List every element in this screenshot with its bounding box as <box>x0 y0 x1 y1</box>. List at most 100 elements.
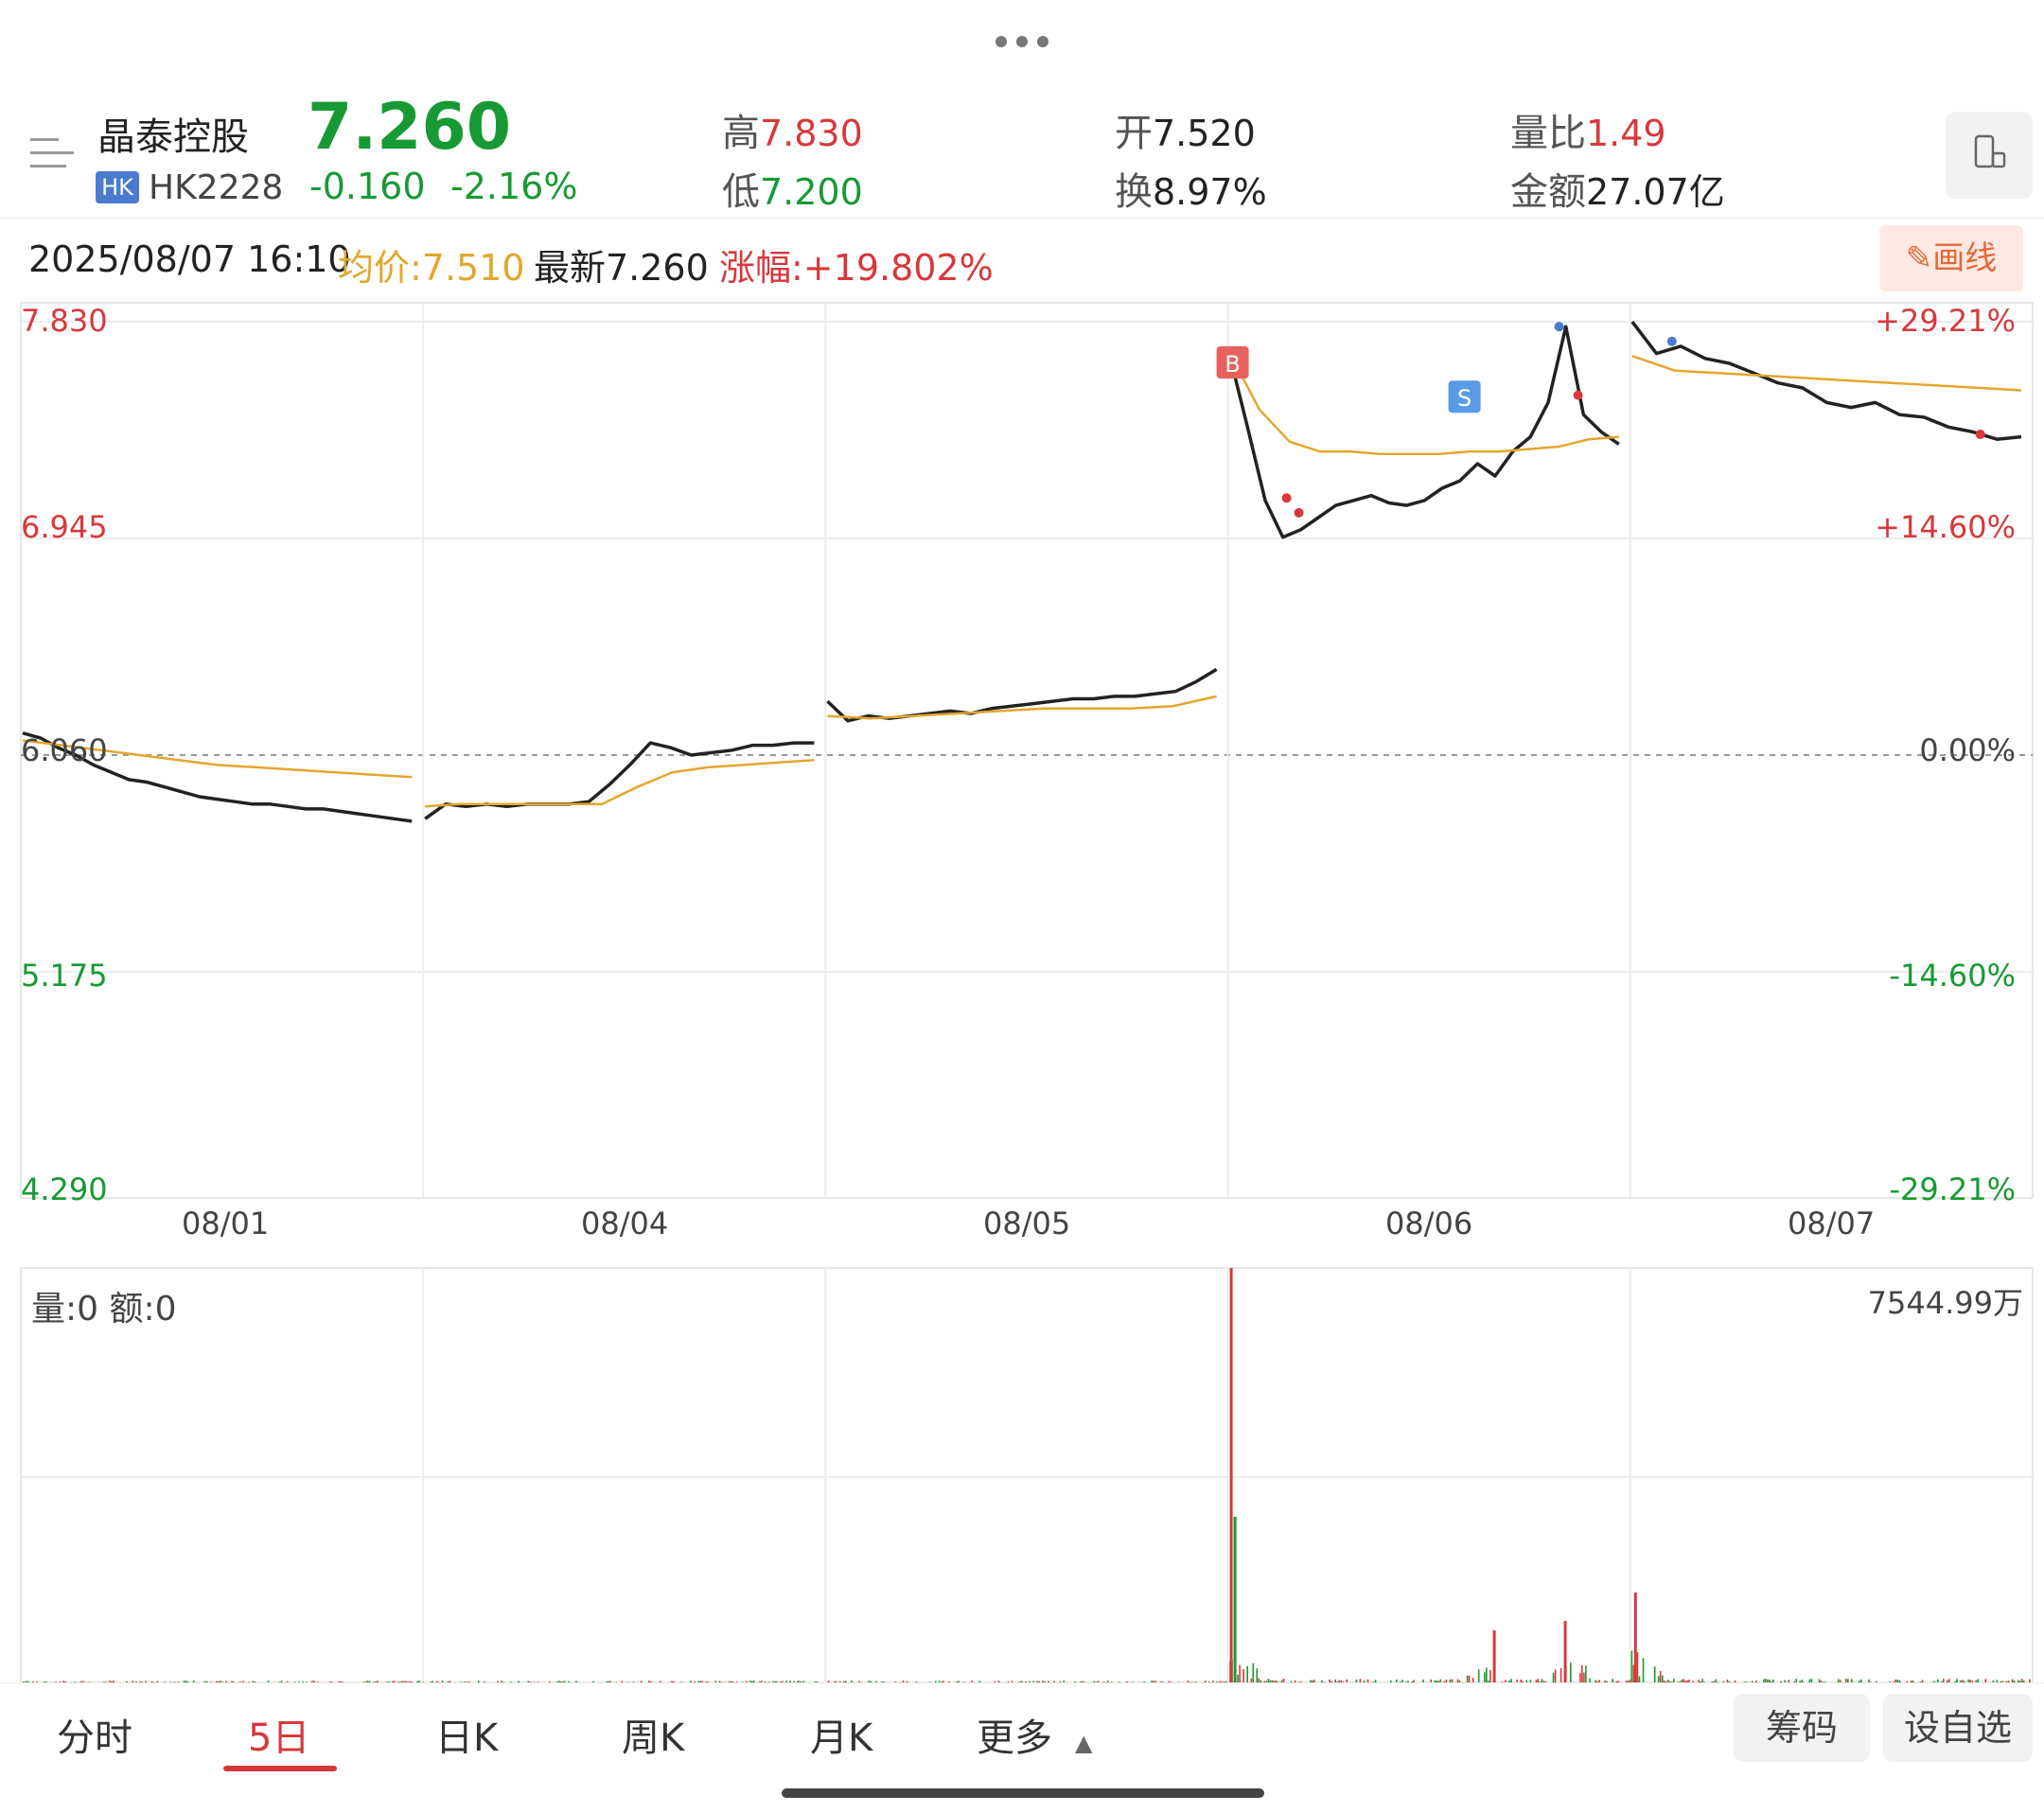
volume-bar <box>1224 1681 1225 1682</box>
volume-bar <box>529 1681 532 1682</box>
volume-bar <box>467 1681 470 1682</box>
volume-bar <box>1595 1680 1596 1682</box>
volume-bar <box>386 1681 388 1682</box>
price-change: -0.160 <box>309 166 426 207</box>
volume-bar <box>44 1681 45 1682</box>
tab-weekly-k[interactable]: 周K <box>622 1716 685 1760</box>
volume-bar <box>1260 1680 1262 1682</box>
volume-bar <box>113 1681 115 1682</box>
add-watchlist-button[interactable]: 设自选 <box>1883 1694 2033 1762</box>
volume-spike <box>1563 1621 1567 1682</box>
volume-bar <box>1715 1679 1718 1682</box>
tab-monthly-k[interactable]: 月K <box>810 1716 873 1760</box>
volume-bar <box>1552 1672 1555 1682</box>
volume-bar <box>55 1681 57 1682</box>
volume-bar <box>902 1681 905 1682</box>
volume-bar <box>407 1681 409 1682</box>
tab-intraday[interactable]: 分时 <box>57 1716 132 1760</box>
volume-bar <box>1484 1672 1486 1682</box>
volume-bar <box>1820 1681 1823 1682</box>
tab-more[interactable]: 更多 ▲ <box>977 1707 1092 1762</box>
volume-bar <box>772 1681 774 1682</box>
sell-marker-label: S <box>1457 385 1471 412</box>
volume-bar <box>1218 1681 1220 1682</box>
tab-5day[interactable]: 5日 <box>248 1716 310 1760</box>
turnover-stat: 换8.97% <box>1115 161 1267 216</box>
chips-button[interactable]: 筹码 <box>1734 1694 1870 1762</box>
volume-bar <box>555 1681 558 1682</box>
avg-line-day-1 <box>22 739 413 779</box>
tabs-divider <box>0 1682 2044 1683</box>
volume-bar <box>1596 1681 1598 1682</box>
tab-daily-k[interactable]: 日K <box>435 1716 499 1760</box>
volume-bar <box>328 1681 330 1682</box>
high-label: 高 <box>722 112 760 155</box>
volume-bar <box>1468 1675 1471 1682</box>
volume-bar <box>1458 1680 1461 1682</box>
volume-bar <box>216 1681 218 1682</box>
volume-bar <box>1265 1681 1268 1682</box>
volume-bar <box>169 1681 172 1682</box>
volume-bar <box>1767 1679 1769 1682</box>
landscape-button[interactable] <box>1946 112 2033 199</box>
volume-bar <box>1520 1679 1522 1682</box>
volume-bar <box>1932 1681 1935 1682</box>
y-left-label-1: 7.830 <box>21 303 108 339</box>
volume-bar <box>1411 1681 1413 1682</box>
volume-bar <box>460 1681 463 1682</box>
volume-bar <box>1053 1681 1055 1682</box>
volume-bar <box>1436 1681 1438 1682</box>
volume-bar <box>1162 1681 1165 1682</box>
volume-bar <box>132 1681 133 1682</box>
volume-bar <box>745 1681 748 1682</box>
volume-bar <box>1522 1681 1524 1682</box>
volume-bar <box>1793 1681 1795 1682</box>
volume-bar <box>1810 1679 1813 1682</box>
volume-bar <box>1632 1664 1635 1682</box>
volume-bar <box>1082 1681 1084 1682</box>
avg-line-day-3 <box>827 695 1217 720</box>
volume-bar <box>405 1681 407 1682</box>
volume-bar <box>724 1681 727 1682</box>
volume-bar <box>1541 1679 1543 1682</box>
event-dot <box>1573 390 1583 400</box>
volume-bar <box>1330 1681 1332 1682</box>
volume-bar <box>615 1681 618 1682</box>
volume-bar <box>306 1681 308 1682</box>
volume-bar <box>1745 1681 1748 1682</box>
volume-bar <box>156 1681 159 1682</box>
pencil-icon: ✎ <box>1905 239 1933 277</box>
volume-bar <box>1921 1680 1924 1682</box>
volume-bar <box>298 1681 300 1682</box>
volume-bar <box>342 1681 344 1682</box>
price-chart[interactable]: BS <box>0 301 2044 1247</box>
volume-bar <box>1449 1679 1452 1682</box>
volume-bar <box>1437 1681 1440 1682</box>
volume-bar <box>1355 1679 1358 1682</box>
volume-bar <box>1074 1681 1077 1682</box>
window-handle[interactable] <box>996 36 1048 47</box>
volume-bar <box>25 1681 26 1682</box>
volume-bar <box>765 1681 766 1682</box>
volume-bar <box>1290 1681 1293 1682</box>
menu-icon[interactable] <box>30 134 74 172</box>
y-left-label-3: 6.060 <box>21 732 108 768</box>
volume-bar <box>563 1681 566 1682</box>
volume-bar <box>1036 1681 1038 1682</box>
home-indicator[interactable] <box>782 1788 1264 1798</box>
volume-bar <box>311 1681 313 1682</box>
volume-bar <box>714 1681 717 1682</box>
volume-bar <box>697 1681 699 1682</box>
volume-bar <box>1396 1679 1398 1682</box>
volume-chart[interactable] <box>0 1264 2044 1682</box>
volume-bar <box>673 1681 675 1682</box>
volume-bar <box>372 1681 375 1682</box>
draw-line-button[interactable]: ✎画线 <box>1879 225 2023 291</box>
volume-bar <box>1910 1681 1912 1682</box>
volume-bar <box>1020 1681 1023 1682</box>
volume-bar <box>87 1681 90 1682</box>
volume-bar <box>1366 1679 1369 1682</box>
volume-bar <box>64 1681 67 1682</box>
volume-bar <box>1751 1681 1753 1682</box>
volume-bar <box>1430 1679 1432 1682</box>
